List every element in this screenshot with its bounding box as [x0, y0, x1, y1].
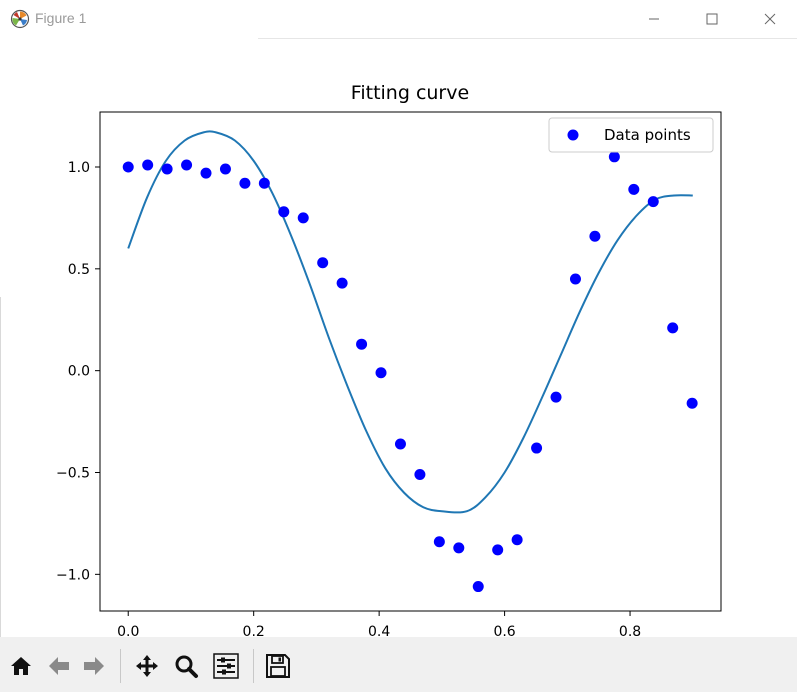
- data-point: [453, 542, 465, 554]
- pan-button[interactable]: [131, 649, 163, 683]
- data-point: [608, 151, 620, 163]
- x-tick-label: 0.2: [243, 624, 265, 637]
- x-tick-label: 0.0: [117, 624, 139, 637]
- x-tick-label: 0.6: [493, 624, 515, 637]
- data-point: [433, 536, 445, 548]
- legend-marker: [567, 129, 579, 141]
- y-tick-label: 0.5: [68, 262, 90, 278]
- data-point: [589, 230, 601, 242]
- data-point: [375, 367, 387, 379]
- x-axis-ticks: 0.0 0.2 0.4 0.6 0.8: [117, 611, 641, 637]
- window-title: Figure 1: [35, 10, 87, 26]
- data-point: [511, 534, 523, 546]
- data-point: [239, 177, 251, 189]
- back-arrow-icon: [49, 657, 69, 675]
- forward-button[interactable]: [78, 649, 110, 683]
- data-point: [181, 159, 193, 171]
- data-point: [219, 163, 231, 175]
- data-point: [161, 163, 173, 175]
- data-point: [628, 183, 640, 195]
- y-tick-label: 0.0: [68, 364, 90, 380]
- data-point: [278, 206, 290, 218]
- x-tick-label: 0.8: [619, 624, 641, 637]
- save-button[interactable]: [262, 649, 294, 683]
- data-point: [142, 159, 154, 171]
- minimize-button[interactable]: [625, 0, 683, 38]
- maximize-button[interactable]: [683, 0, 741, 38]
- forward-arrow-icon: [84, 657, 104, 675]
- configure-subplots-button[interactable]: [210, 649, 242, 683]
- data-point: [647, 196, 659, 208]
- fitted-curve-line: [127, 130, 693, 514]
- maximize-icon: [706, 13, 718, 25]
- data-point: [686, 397, 698, 409]
- data-point: [336, 277, 348, 289]
- data-point: [200, 167, 212, 179]
- sliders-icon: [213, 653, 239, 679]
- data-point: [492, 544, 504, 556]
- back-button[interactable]: [43, 649, 75, 683]
- data-point: [569, 273, 581, 285]
- pan-icon: [136, 655, 158, 677]
- fitted-curve: [127, 130, 693, 514]
- data-point: [550, 391, 562, 403]
- zoom-icon: [175, 655, 198, 678]
- y-tick-label: 1.0: [68, 160, 90, 176]
- legend: Data points: [548, 117, 714, 153]
- chart-title: Fitting curve: [351, 82, 469, 104]
- window-left-edge: [0, 297, 1, 637]
- close-icon: [764, 13, 776, 25]
- data-point: [258, 177, 270, 189]
- y-tick-label: −1.0: [56, 567, 90, 583]
- toolbar-separator: [253, 649, 254, 683]
- x-tick-label: 0.4: [368, 624, 390, 637]
- data-point: [317, 257, 329, 269]
- matplotlib-logo-icon: [10, 9, 30, 29]
- legend-box: [548, 117, 714, 153]
- data-point: [472, 581, 484, 593]
- figure-canvas[interactable]: Fitting curve 0.0 0.2 0.4 0.6 0.8 −1.0 −0.5 0.…: [0, 39, 797, 637]
- title-bar[interactable]: Figure 1: [0, 0, 797, 38]
- toolbar-separator: [120, 649, 121, 683]
- y-axis-ticks: −1.0 −0.5 0.0 0.5 1.0: [56, 160, 100, 583]
- home-button[interactable]: [5, 649, 37, 683]
- minimize-icon: [649, 18, 659, 20]
- data-point: [414, 469, 426, 481]
- data-point: [297, 212, 309, 224]
- data-point: [667, 322, 679, 334]
- close-button[interactable]: [741, 0, 797, 38]
- data-point: [356, 338, 368, 350]
- data-points: [122, 151, 698, 593]
- zoom-button[interactable]: [170, 649, 202, 683]
- data-point: [122, 161, 134, 173]
- home-icon: [11, 657, 31, 675]
- data-point: [394, 438, 406, 450]
- data-point: [531, 442, 543, 454]
- navigation-toolbar: [0, 637, 797, 692]
- legend-label: Data points: [604, 126, 691, 144]
- axes-frame: [99, 111, 722, 612]
- y-tick-label: −0.5: [56, 466, 90, 482]
- title-divider: [258, 38, 797, 39]
- save-icon: [266, 654, 290, 678]
